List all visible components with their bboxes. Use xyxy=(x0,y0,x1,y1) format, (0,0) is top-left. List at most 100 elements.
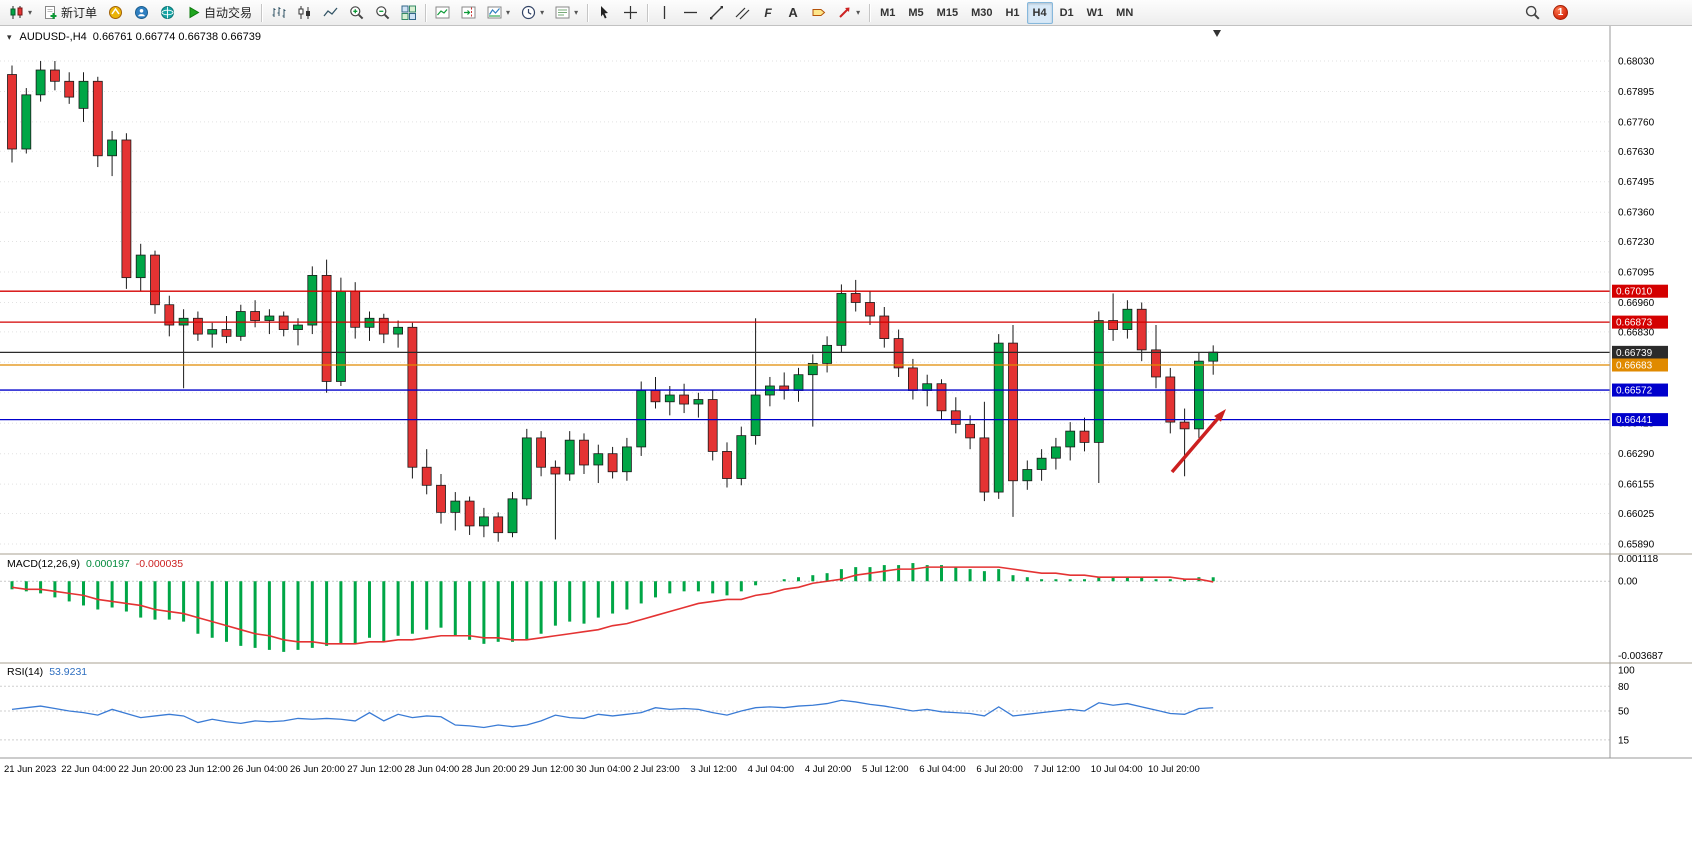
arrows-dropdown-button[interactable]: ▾ xyxy=(832,2,865,24)
chevron-down-icon: ▾ xyxy=(856,8,861,17)
time-axis-label: 27 Jun 12:00 xyxy=(347,764,402,775)
clock-icon xyxy=(521,5,536,20)
timeframe-button-w1[interactable]: W1 xyxy=(1086,6,1104,19)
new-chart-button[interactable]: ▾ xyxy=(4,2,37,24)
candle-up xyxy=(35,69,46,96)
chevron-down-icon: ▾ xyxy=(28,8,33,17)
line-chart-type-button[interactable] xyxy=(318,2,343,24)
price-axis-label: 0.67895 xyxy=(1618,87,1655,98)
market-button[interactable] xyxy=(129,2,154,24)
candle-down xyxy=(221,329,232,337)
chart-shift-button[interactable] xyxy=(456,2,481,24)
candle-down xyxy=(321,274,332,382)
search-icon xyxy=(1525,5,1540,20)
candle-up xyxy=(1036,457,1047,470)
price-axis-label: 0.67495 xyxy=(1618,177,1655,188)
candle-down xyxy=(865,302,875,317)
zoom-out-button[interactable] xyxy=(370,2,395,24)
candle-up xyxy=(793,374,804,391)
autotrading-button[interactable]: 自动交易 xyxy=(181,2,257,24)
price-tag xyxy=(1612,383,1668,397)
price-tag-label: 0.66683 xyxy=(1616,360,1653,371)
rsi-axis-label: 15 xyxy=(1618,735,1630,746)
one-click-trading-toggle[interactable]: ▾ xyxy=(7,31,12,42)
timeframe-button-m30[interactable]: M30 xyxy=(971,6,993,19)
candle-up xyxy=(235,311,246,337)
candle-up xyxy=(450,500,461,513)
toolbar-separator xyxy=(425,3,427,22)
candle-up xyxy=(1208,351,1219,362)
fibonacci-tool-button[interactable]: F xyxy=(756,2,780,24)
trendline-tool-button[interactable] xyxy=(704,2,729,24)
templates-dropdown-button[interactable]: ▾ xyxy=(550,2,583,24)
macd-indicator-label: MACD(12,26,9) 0.000197 -0.000035 xyxy=(7,558,183,570)
candle-up xyxy=(1065,430,1076,448)
channel-tool-button[interactable] xyxy=(730,2,755,24)
candlestick-type-button[interactable] xyxy=(292,2,317,24)
timeframe-button-m15[interactable]: M15 xyxy=(936,6,959,19)
crosshair-tool-button[interactable] xyxy=(618,2,643,24)
time-axis-label: 6 Jul 20:00 xyxy=(976,764,1022,775)
chart-title-bar: ▾ AUDUSD-,H4 0.66761 0.66774 0.66738 0.6… xyxy=(7,31,261,43)
candle-down xyxy=(950,410,961,425)
candle-up xyxy=(293,324,303,330)
candle-up xyxy=(335,290,346,382)
price-axis-label: 0.66830 xyxy=(1618,327,1655,338)
template-icon xyxy=(555,6,570,19)
vertical-line-tool-button[interactable] xyxy=(652,2,677,24)
timeframe-button-mn[interactable]: MN xyxy=(1116,6,1134,19)
label-tool-button[interactable] xyxy=(806,2,831,24)
timeframe-button-m1[interactable]: M1 xyxy=(880,6,896,19)
chart-ohlc-label: 0.66761 0.66774 0.66738 0.66739 xyxy=(92,31,261,43)
candle-up xyxy=(564,439,575,475)
toolbar: ▾ 新订单 xyxy=(0,0,1692,26)
timeframe-button-d1[interactable]: D1 xyxy=(1059,6,1074,19)
candle-down xyxy=(407,326,418,468)
new-order-button[interactable]: 新订单 xyxy=(38,2,102,24)
macd-name-label: MACD(12,26,9) xyxy=(7,558,80,570)
equidistant-channel-icon xyxy=(735,7,750,20)
indicators-dropdown-button[interactable]: ▾ xyxy=(482,2,515,24)
notifications-badge[interactable]: 1 xyxy=(1553,5,1568,20)
periods-dropdown-button[interactable]: ▾ xyxy=(516,2,549,24)
price-axis-label: 0.67230 xyxy=(1618,237,1655,248)
trend-arrow-head[interactable] xyxy=(1214,409,1226,422)
tile-windows-button[interactable] xyxy=(396,2,421,24)
candle-up xyxy=(135,254,146,279)
zoom-in-button[interactable] xyxy=(344,2,369,24)
price-label-icon xyxy=(812,9,826,16)
cursor-tool-button[interactable] xyxy=(592,2,617,24)
time-axis-label: 28 Jun 20:00 xyxy=(462,764,517,775)
auto-scroll-button[interactable] xyxy=(430,2,455,24)
candle-down xyxy=(1151,349,1161,378)
panel-separator xyxy=(0,662,1692,664)
candle-up xyxy=(478,516,489,527)
time-axis-label: 10 Jul 04:00 xyxy=(1091,764,1143,775)
search-button[interactable] xyxy=(1520,2,1545,24)
metaeditor-button[interactable] xyxy=(103,2,128,24)
bar-chart-type-button[interactable] xyxy=(266,2,291,24)
text-tool-button[interactable]: A xyxy=(781,2,805,24)
candle-down xyxy=(850,293,861,303)
timeframe-button-h1[interactable]: H1 xyxy=(1005,6,1020,19)
candle-up xyxy=(1022,469,1033,482)
candle-up xyxy=(207,329,218,335)
trend-arrow-annotation[interactable] xyxy=(1170,417,1219,474)
timeframe-button-h4[interactable]: H4 xyxy=(1026,1,1053,24)
line-chart-icon xyxy=(323,7,338,17)
candle-up xyxy=(393,326,404,335)
price-axis-label: 0.66155 xyxy=(1618,480,1655,491)
time-axis-label: 7 Jul 12:00 xyxy=(1034,764,1080,775)
price-tag xyxy=(1612,358,1668,372)
auto-scroll-icon xyxy=(435,6,450,19)
horizontal-line-tool-button[interactable] xyxy=(678,2,703,24)
candle-down xyxy=(936,383,947,412)
candle-up xyxy=(622,446,632,473)
new-order-label: 新订单 xyxy=(61,6,98,20)
signals-button[interactable] xyxy=(155,2,180,24)
chart-canvas[interactable]: 0.68030 0.67895 0.67760 0.67630 0.67495 0.673… xyxy=(0,26,1692,847)
candle-down xyxy=(965,423,975,439)
autotrading-play-icon xyxy=(189,6,200,19)
timeframe-button-m5[interactable]: M5 xyxy=(908,6,924,19)
candle-up xyxy=(21,94,32,150)
